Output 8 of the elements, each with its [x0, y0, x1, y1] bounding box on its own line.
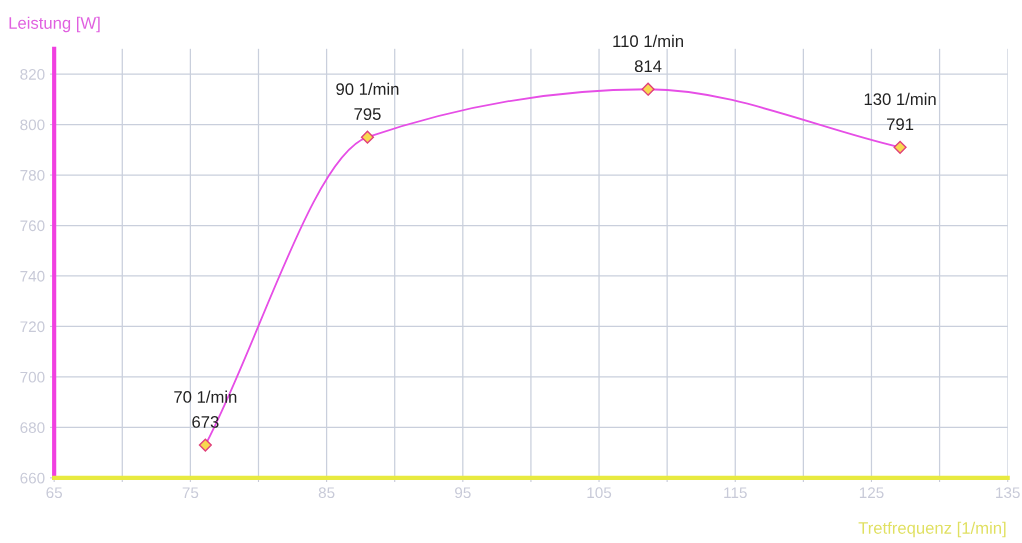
data-label: 814 [634, 60, 662, 73]
y-axis-title: Leistung [W] [9, 16, 100, 33]
annotation: 110 1/min [613, 34, 683, 48]
annotation: 90 1/min [336, 82, 399, 95]
annotation: 130 1/min [864, 92, 936, 106]
data-label: 795 [354, 108, 381, 120]
x-axis-title: Tretfrequenz [1/min] [858, 521, 1006, 538]
data-label: 791 [887, 118, 914, 131]
